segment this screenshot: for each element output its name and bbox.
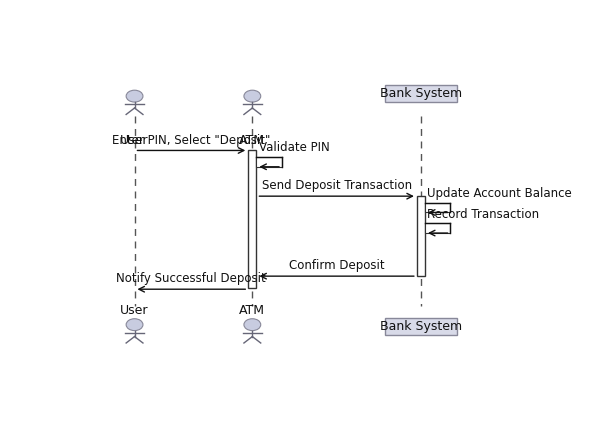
Text: ATM: ATM — [240, 134, 265, 147]
Text: User: User — [120, 134, 149, 147]
Circle shape — [244, 90, 260, 102]
Text: Send Deposit Transaction: Send Deposit Transaction — [262, 179, 412, 192]
Bar — [425, 203, 451, 212]
Text: ATM: ATM — [240, 304, 265, 317]
Circle shape — [126, 90, 143, 102]
Text: User: User — [120, 304, 149, 317]
Bar — [425, 223, 451, 233]
Bar — [385, 318, 457, 335]
Circle shape — [126, 319, 143, 331]
Text: Confirm Deposit: Confirm Deposit — [289, 259, 384, 272]
Bar — [385, 85, 457, 102]
Text: Update Account Balance: Update Account Balance — [427, 187, 572, 200]
Circle shape — [244, 319, 260, 331]
Text: Enter PIN, Select "Deposit": Enter PIN, Select "Deposit" — [112, 134, 271, 147]
Bar — [256, 157, 282, 167]
Bar — [417, 196, 425, 276]
Text: Record Transaction: Record Transaction — [427, 208, 539, 220]
Text: Notify Successful Deposit: Notify Successful Deposit — [116, 272, 266, 285]
Bar — [248, 151, 256, 287]
Text: Validate PIN: Validate PIN — [259, 141, 330, 154]
Text: Bank System: Bank System — [380, 87, 462, 100]
Text: Bank System: Bank System — [380, 320, 462, 333]
